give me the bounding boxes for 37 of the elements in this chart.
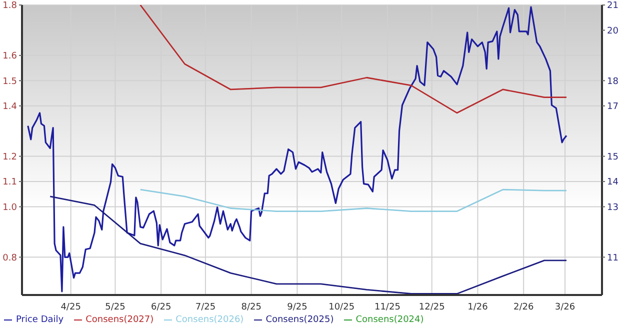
y-tick-label: 1.8 (2, 1, 18, 12)
x-tick-label: 4/25 (60, 302, 81, 312)
y-tick-label: 1.0 (2, 202, 18, 213)
x-tick-label: 12/25 (418, 302, 445, 312)
x-tick-label: 9/25 (287, 302, 308, 312)
x-tick-label: 3/26 (554, 302, 576, 312)
x-tick-label: 10/25 (328, 302, 355, 312)
y-tick-label: 1.2 (2, 152, 17, 162)
legend-label: Consens(2026) (176, 315, 244, 325)
line-series (140, 188, 568, 212)
y2-tick-label: 11 (607, 253, 618, 264)
y2-tick-label: 21 (607, 1, 618, 12)
line-series (49, 196, 568, 294)
legend-label: Price Daily (16, 315, 64, 325)
line-series (27, 6, 568, 292)
x-tick-label: 5/25 (105, 302, 126, 312)
x-tick-label: 6/25 (150, 302, 172, 312)
legend-label: Consens(2024) (356, 315, 424, 325)
x-tick-label: 7/25 (195, 302, 216, 312)
legend-label: Consens(2025) (266, 315, 334, 325)
y-tick-label: 0.8 (2, 253, 18, 264)
y2-tick-label: 13 (607, 202, 618, 213)
y-tick-label: 1.1 (2, 178, 17, 188)
y2-tick-label: 17 (607, 102, 618, 112)
y-tick-label: 1.6 (2, 52, 18, 62)
x-tick-label: 11/25 (374, 302, 400, 312)
x-tick-label: 2/26 (513, 302, 534, 312)
legend-label: Consens(2027) (86, 315, 154, 325)
x-tick-label: 8/25 (241, 302, 262, 312)
y-tick-label: 1.4 (2, 102, 18, 112)
x-tick-label: 1/26 (468, 302, 488, 312)
y-tick-label: 1.5 (2, 76, 17, 87)
y2-tick-label: 15 (607, 152, 618, 162)
y2-tick-label: 18 (607, 76, 619, 87)
y2-tick-label: 14 (607, 178, 619, 188)
line-series (140, 5, 568, 114)
y2-tick-label: 20 (607, 26, 619, 36)
